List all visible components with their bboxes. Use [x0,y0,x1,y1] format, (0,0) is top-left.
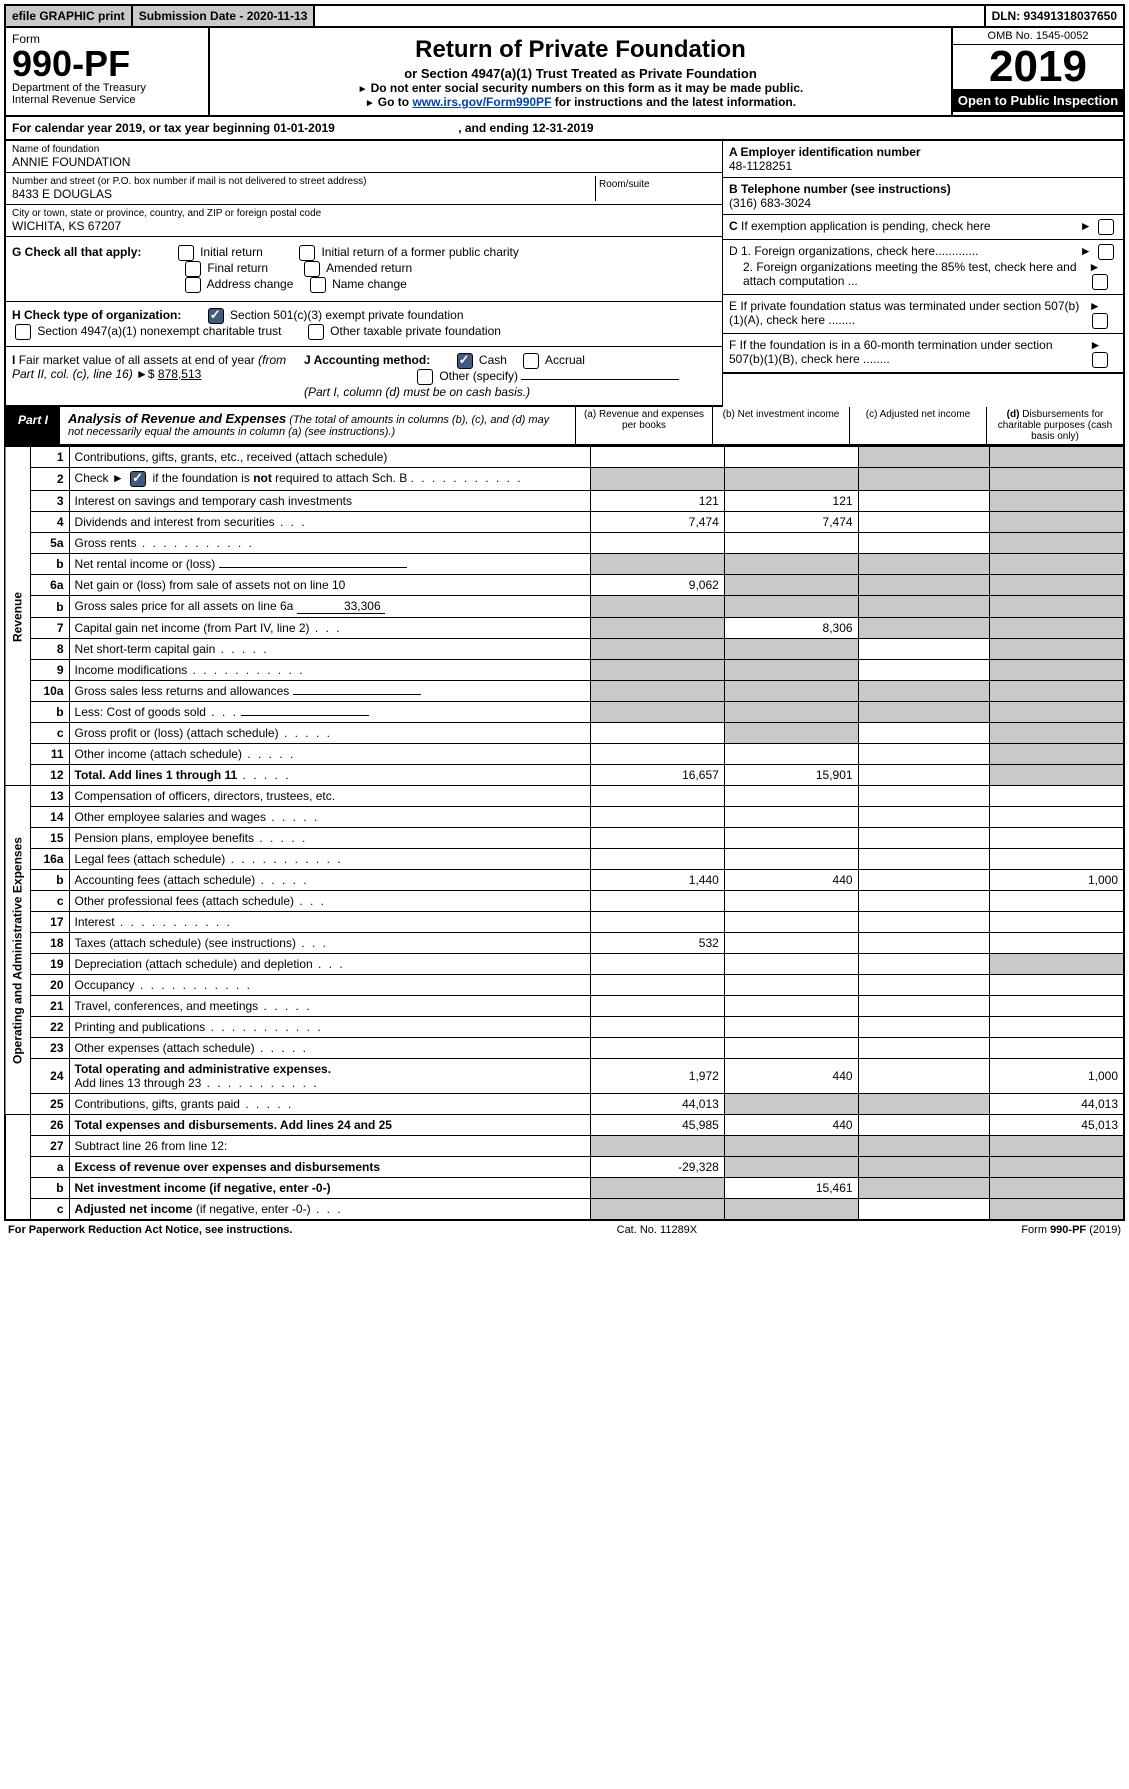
topbar: efile GRAPHIC print Submission Date - 20… [4,4,1125,28]
chk-f[interactable] [1092,352,1108,368]
form-subtitle: or Section 4947(a)(1) Trust Treated as P… [216,66,945,81]
part1-table: Revenue 1Contributions, gifts, grants, e… [4,446,1125,1221]
chk-initial[interactable] [178,245,194,261]
ein-value: 48-1128251 [729,159,792,173]
i-label: Fair market value of all assets at end o… [12,353,286,381]
j-note: (Part I, column (d) must be on cash basi… [304,385,530,399]
form-title: Return of Private Foundation [216,36,945,64]
phone-value: (316) 683-3024 [729,196,811,210]
submission-date: Submission Date - 2020-11-13 [133,6,316,26]
col-c-header: (c) Adjusted net income [849,407,986,444]
chk-e[interactable] [1092,313,1108,329]
chk-initial-former[interactable] [299,245,315,261]
d2-label: 2. Foreign organizations meeting the 85%… [729,260,1089,288]
c-label: C If exemption application is pending, c… [729,219,991,233]
d1-label: D 1. Foreign organizations, check here..… [729,244,978,258]
foundation-name: ANNIE FOUNDATION [12,155,716,169]
open-inspection: Open to Public Inspection [953,89,1123,112]
chk-final[interactable] [185,261,201,277]
address-label: Number and street (or P.O. box number if… [12,176,595,187]
col-d-header: (d) Disbursements for charitable purpose… [986,407,1123,444]
chk-accrual[interactable] [523,353,539,369]
room-label: Room/suite [596,176,716,193]
dept-label: Department of the Treasury [12,82,202,94]
part1-header: Part I Analysis of Revenue and Expenses … [4,407,1125,446]
chk-schb[interactable] [130,471,146,487]
chk-d2[interactable] [1092,274,1108,290]
note-goto: Go to www.irs.gov/Form990PF for instruct… [216,95,945,109]
i-value: 878,513 [158,367,201,381]
chk-addr-change[interactable] [185,277,201,293]
note-ssn: Do not enter social security numbers on … [216,81,945,95]
f-label: F If the foundation is in a 60-month ter… [729,338,1089,366]
chk-4947[interactable] [15,324,31,340]
chk-cash[interactable] [457,353,473,369]
calendar-year-row: For calendar year 2019, or tax year begi… [4,117,1125,141]
info-section: Name of foundation ANNIE FOUNDATION Numb… [4,141,1125,407]
revenue-label: Revenue [5,447,31,786]
page-footer: For Paperwork Reduction Act Notice, see … [4,1221,1125,1239]
form-header: Form 990-PF Department of the Treasury I… [4,28,1125,117]
irs-label: Internal Revenue Service [12,94,202,106]
form-number: 990-PF [12,46,202,82]
j-label: J Accounting method: [304,353,430,367]
efile-btn[interactable]: efile GRAPHIC print [6,6,133,26]
irs-link[interactable]: www.irs.gov/Form990PF [412,95,551,109]
phone-label: B Telephone number (see instructions) [729,182,951,196]
chk-d1[interactable] [1098,244,1114,260]
chk-501c3[interactable] [208,308,224,324]
h-label: H Check type of organization: [12,308,181,322]
chk-other-method[interactable] [417,369,433,385]
g-label: G Check all that apply: [12,245,141,259]
chk-amended[interactable] [304,261,320,277]
tax-year: 2019 [953,45,1123,89]
footer-left: For Paperwork Reduction Act Notice, see … [8,1224,292,1236]
e-label: E If private foundation status was termi… [729,299,1089,327]
ein-label: A Employer identification number [729,145,921,159]
footer-center: Cat. No. 11289X [617,1224,698,1236]
address: 8433 E DOUGLAS [12,187,595,201]
chk-other-taxable[interactable] [308,324,324,340]
col-a-header: (a) Revenue and expenses per books [575,407,712,444]
chk-c[interactable] [1098,219,1114,235]
chk-name-change[interactable] [310,277,326,293]
foundation-name-label: Name of foundation [12,144,716,155]
part1-label: Part I [6,407,60,444]
city: WICHITA, KS 67207 [12,219,716,233]
city-label: City or town, state or province, country… [12,208,716,219]
footer-right: Form 990-PF (2019) [1021,1224,1121,1236]
col-b-header: (b) Net investment income [712,407,849,444]
dln: DLN: 93491318037650 [986,6,1123,26]
expenses-label: Operating and Administrative Expenses [5,786,31,1115]
part1-title: Analysis of Revenue and Expenses [68,411,286,426]
